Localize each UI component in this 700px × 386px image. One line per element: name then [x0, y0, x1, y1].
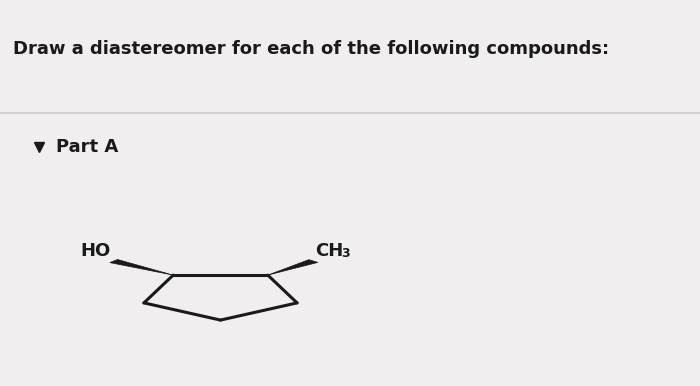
Text: Draw a diastereomer for each of the following compounds:: Draw a diastereomer for each of the foll… — [13, 40, 609, 58]
Polygon shape — [268, 260, 318, 275]
Text: 3: 3 — [342, 247, 350, 261]
Text: Part A: Part A — [56, 138, 118, 156]
Text: HO: HO — [80, 242, 110, 260]
Text: CH: CH — [315, 242, 343, 260]
Polygon shape — [110, 259, 173, 275]
